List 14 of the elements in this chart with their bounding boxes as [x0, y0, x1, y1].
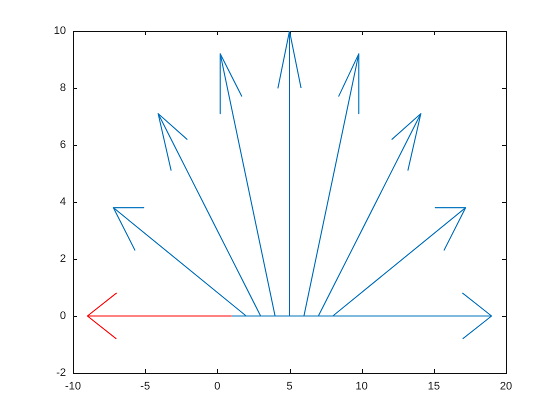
x-tick-label: 15: [428, 380, 440, 393]
x-tick-label: -5: [140, 380, 150, 393]
x-tick-label: 20: [500, 380, 512, 393]
x-tick-label: 10: [356, 380, 368, 393]
y-tick-label: 2: [60, 253, 66, 266]
y-tick-label: -2: [56, 367, 66, 380]
x-tick-label: 0: [214, 380, 220, 393]
y-tick-label: 4: [60, 196, 66, 208]
y-tick-label: 8: [60, 82, 66, 94]
y-tick-label: 10: [54, 25, 66, 38]
y-tick-label: 6: [60, 139, 66, 152]
x-tick-label: 5: [286, 380, 293, 393]
x-tick-label: -10: [65, 380, 81, 393]
y-tick-label: 0: [60, 310, 66, 322]
